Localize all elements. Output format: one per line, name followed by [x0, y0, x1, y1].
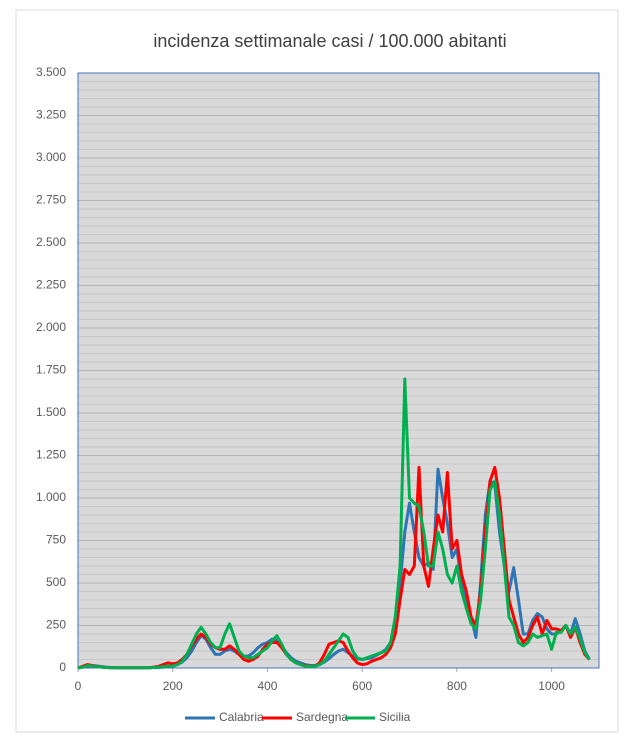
y-tick-label: 750 [46, 533, 66, 547]
y-tick-label: 0 [59, 660, 66, 674]
x-tick-label: 200 [163, 679, 183, 693]
y-tick-label: 1.500 [36, 405, 66, 419]
x-tick-label: 600 [352, 679, 372, 693]
y-tick-label: 1.000 [36, 490, 66, 504]
y-tick-label: 3.250 [36, 108, 66, 122]
y-tick-label: 1.750 [36, 363, 66, 377]
x-tick-label: 800 [447, 679, 467, 693]
y-tick-label: 3.000 [36, 150, 66, 164]
y-tick-label: 2.500 [36, 235, 66, 249]
legend-label: Sardegna [296, 710, 348, 724]
series-line [77, 465, 591, 670]
legend-label: Sicilia [379, 710, 411, 724]
y-tick-label: 2.250 [36, 278, 66, 292]
plot-border [77, 72, 600, 669]
y-tick-label: 250 [46, 618, 66, 632]
y-tick-label: 500 [46, 575, 66, 589]
y-tick-label: 1.250 [36, 448, 66, 462]
y-tick-label: 2.000 [36, 320, 66, 334]
x-tick-label: 0 [75, 679, 82, 693]
legend-label: Calabria [219, 710, 264, 724]
series-line [77, 377, 591, 670]
x-tick-label: 400 [257, 679, 277, 693]
y-tick-label: 3.500 [36, 65, 66, 79]
y-tick-label: 2.750 [36, 193, 66, 207]
chart-title: incidenza settimanale casi / 100.000 abi… [153, 31, 506, 51]
x-tick-label: 1000 [538, 679, 565, 693]
